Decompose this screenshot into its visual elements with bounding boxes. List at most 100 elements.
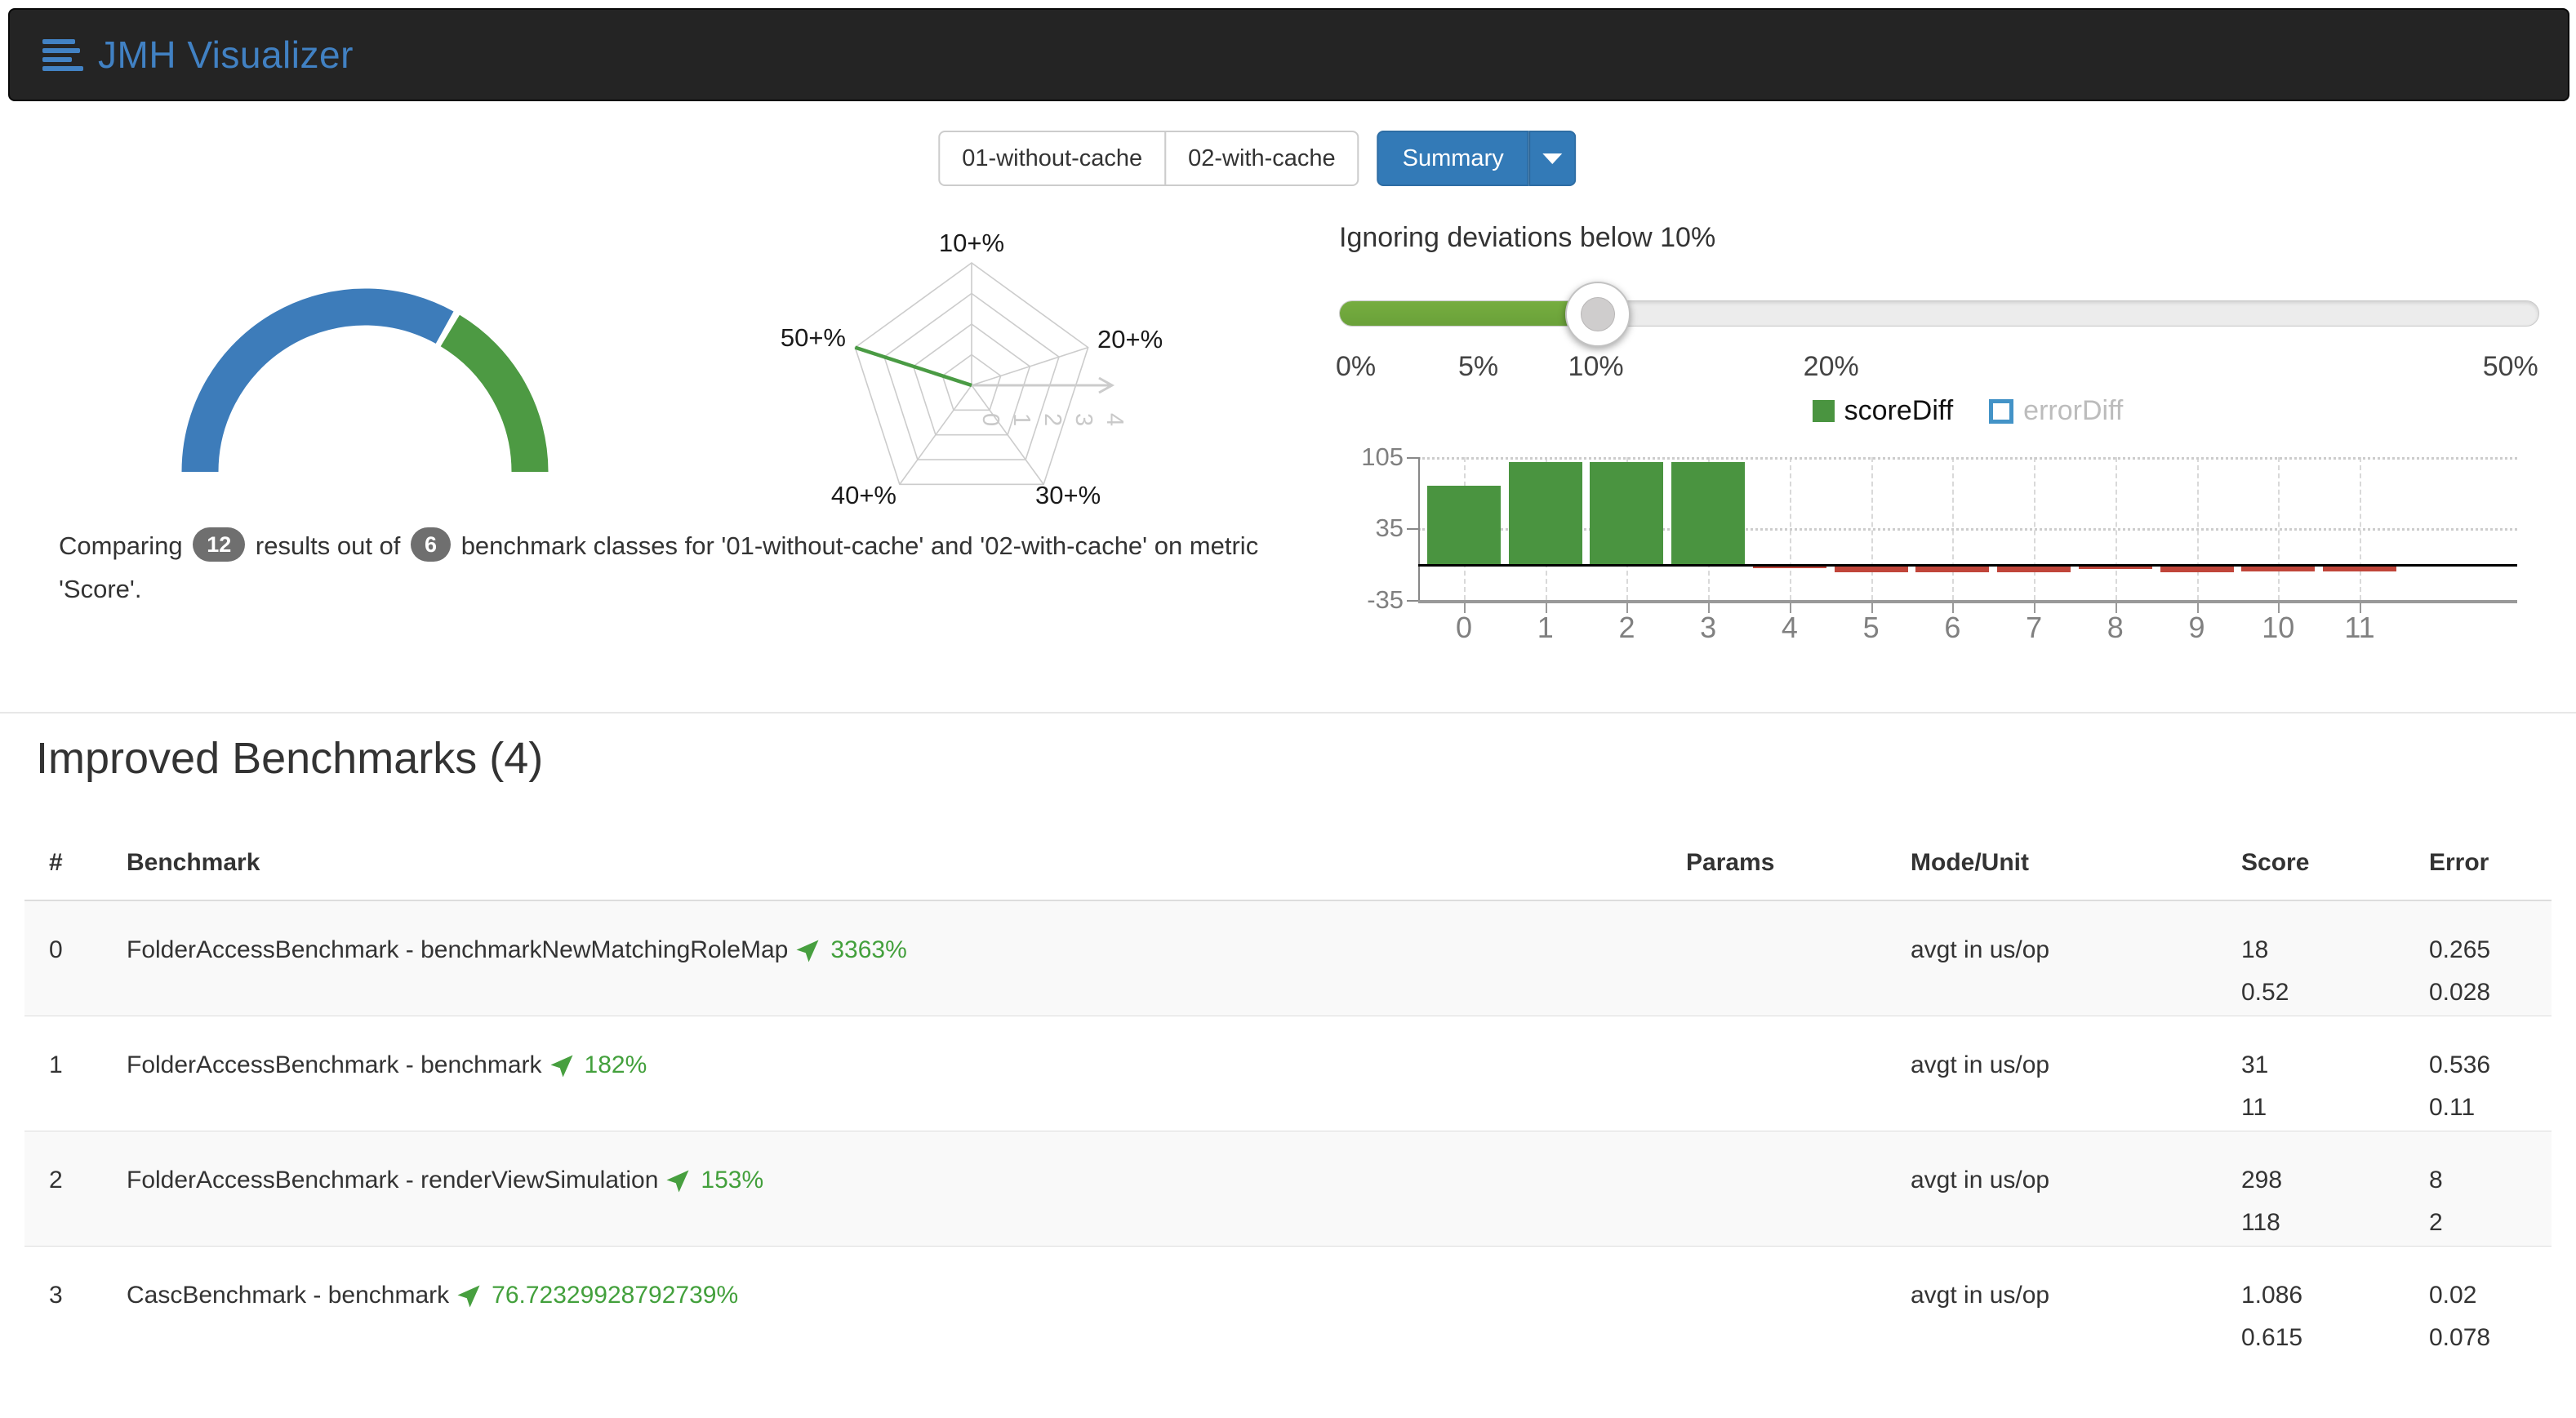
bar-scoreDiff-3 (1671, 462, 1746, 564)
value-line: 18 (2241, 936, 2269, 963)
radar-axis-tick: 2 (1039, 413, 1066, 426)
bar-scoreDiff-7 (1997, 564, 2071, 572)
bar-scoreDiff-1 (1508, 462, 1582, 564)
benchmark-name: FolderAccessBenchmark - benchmark (127, 1051, 542, 1078)
value-line: 0.11 (2429, 1094, 2476, 1121)
brand-label: JMH Visualizer (98, 33, 354, 76)
x-axis-label: 0 (1455, 611, 1473, 644)
run-selector: 01-without-cache 02-with-cache Summary (938, 131, 1577, 186)
value-line: 0.265 (2429, 936, 2491, 963)
grid-line-horizontal (1418, 457, 2517, 460)
tab-run-01[interactable]: 01-without-cache (938, 131, 1167, 186)
improvement-percent: 153% (701, 1167, 764, 1194)
x-axis-label: 1 (1537, 611, 1554, 644)
cell-score: 31 11 (2217, 1016, 2405, 1131)
cell-score: 298 118 (2217, 1131, 2405, 1247)
gauge-segment-improved-results (440, 314, 549, 473)
x-axis-label: 4 (1781, 611, 1798, 644)
benchmark-name: FolderAccessBenchmark - benchmarkNewMatc… (127, 936, 789, 963)
cell-benchmark: FolderAccessBenchmark - benchmark 182% (102, 1016, 1662, 1131)
slider-fill (1340, 301, 1597, 326)
y-axis-tick (1407, 457, 1418, 459)
legend-swatch-open (1989, 398, 2014, 424)
radar-spoke (899, 385, 972, 485)
value-line: 8 (2429, 1167, 2443, 1194)
x-axis-label: 8 (2107, 611, 2124, 644)
radar-spoke (971, 385, 1044, 485)
mode-unit-value: avgt in us/op (1911, 936, 2050, 963)
summary-middle: results out of (255, 531, 401, 560)
align-left-icon (42, 38, 83, 71)
slider-tick-label: 0% (1336, 351, 1377, 382)
radar-ring (941, 353, 1002, 411)
section-divider (0, 712, 2576, 713)
legend-item-errorDiff[interactable]: errorDiff (1989, 395, 2123, 427)
slider-handle[interactable] (1564, 282, 1631, 347)
x-axis-label: 10 (2262, 611, 2295, 644)
cell-mode-unit: avgt in us/op (1886, 1246, 2217, 1361)
radar-series-line (854, 345, 972, 388)
cell-params (1662, 1016, 1886, 1131)
row-index: 0 (49, 936, 63, 963)
comparison-summary-text: Comparing 12 results out of 6 benchmark … (59, 524, 1293, 611)
summary-dropdown-button[interactable] (1528, 131, 1577, 186)
x-axis-tick (1708, 600, 1711, 613)
x-axis-label: 11 (2344, 611, 2375, 644)
value-line: 2 (2429, 1209, 2443, 1236)
value-line: 0.028 (2429, 979, 2491, 1006)
x-axis-tick (1626, 600, 1629, 613)
slider-tick-label: 50% (2482, 351, 2538, 382)
radar-axis-label: 10+% (939, 229, 1004, 257)
slider-title: Ignoring deviations below 10% (1339, 222, 1716, 253)
table-row-benchmark-3[interactable]: 3 CascBenchmark - benchmark 76.72329928792… (24, 1246, 2552, 1361)
cell-score: 18 0.52 (2217, 900, 2405, 1016)
benchmark-name: FolderAccessBenchmark - renderViewSimula… (127, 1167, 659, 1194)
improved-ratio-gauge-chart (163, 269, 572, 478)
tab-run-02[interactable]: 02-with-cache (1164, 131, 1359, 186)
value-line: 1.086 (2241, 1282, 2303, 1309)
gauge-segment-other-results (181, 288, 454, 473)
legend-item-scoreDiff[interactable]: scoreDiff (1812, 395, 1953, 427)
table-row-benchmark-2[interactable]: 2 FolderAccessBenchmark - renderViewSimul… (24, 1131, 2552, 1247)
improvement-percent: 182% (584, 1051, 647, 1078)
improvement-arrow-icon (457, 1285, 480, 1308)
x-axis-tick (2034, 600, 2036, 613)
improvement-arrow-icon (796, 940, 819, 962)
bar-scoreDiff-6 (1915, 564, 1990, 572)
x-axis-tick (2278, 600, 2280, 613)
slider-tick-label: 20% (1803, 351, 1859, 382)
cell-params (1662, 1246, 1886, 1361)
radar-ring (883, 292, 1060, 460)
table-row-benchmark-1[interactable]: 1 FolderAccessBenchmark - benchmark 182% av… (24, 1016, 2552, 1131)
deviation-slider-block: Ignoring deviations below 10% 0% 5% 10% 20%… (1336, 222, 2539, 393)
col-header-params: Params (1662, 829, 1886, 901)
cell-mode-unit: avgt in us/op (1886, 1131, 2217, 1247)
cell-index: 0 (24, 900, 102, 1016)
value-line: 0.078 (2429, 1324, 2491, 1351)
improved-benchmarks-table-wrap: # Benchmark Params Mode/Unit Score Error… (24, 829, 2552, 1361)
radar-axis-arrow-icon (1098, 376, 1115, 394)
table-row-benchmark-0[interactable]: 0 FolderAccessBenchmark - benchmarkNewMat… (24, 900, 2552, 1016)
mode-unit-value: avgt in us/op (1911, 1282, 2050, 1309)
brand-link[interactable]: JMH Visualizer (10, 33, 354, 77)
bar-scoreDiff-2 (1590, 462, 1664, 564)
bar-scoreDiff-10 (2241, 564, 2316, 571)
y-axis-label: 35 (1375, 513, 1404, 543)
radar-axis-tick: 1 (1008, 413, 1034, 426)
x-axis-line (1418, 600, 2517, 603)
improvement-percent: 3363% (830, 936, 907, 963)
radar-ring (854, 262, 1089, 486)
x-axis-label: 9 (2188, 611, 2205, 644)
value-line: 31 (2241, 1051, 2269, 1078)
value-line: 0.536 (2429, 1051, 2491, 1078)
benchmark-name: CascBenchmark - benchmark (127, 1282, 450, 1309)
cell-params (1662, 1131, 1886, 1247)
cell-benchmark: FolderAccessBenchmark - renderViewSimula… (102, 1131, 1662, 1247)
slider-track[interactable] (1339, 300, 2539, 327)
summary-button[interactable]: Summary (1377, 131, 1529, 186)
classes-count-badge: 6 (411, 527, 452, 562)
x-axis-tick (1545, 600, 1547, 613)
cell-error: 0.02 0.078 (2405, 1246, 2552, 1361)
col-header-score: Score (2217, 829, 2405, 901)
